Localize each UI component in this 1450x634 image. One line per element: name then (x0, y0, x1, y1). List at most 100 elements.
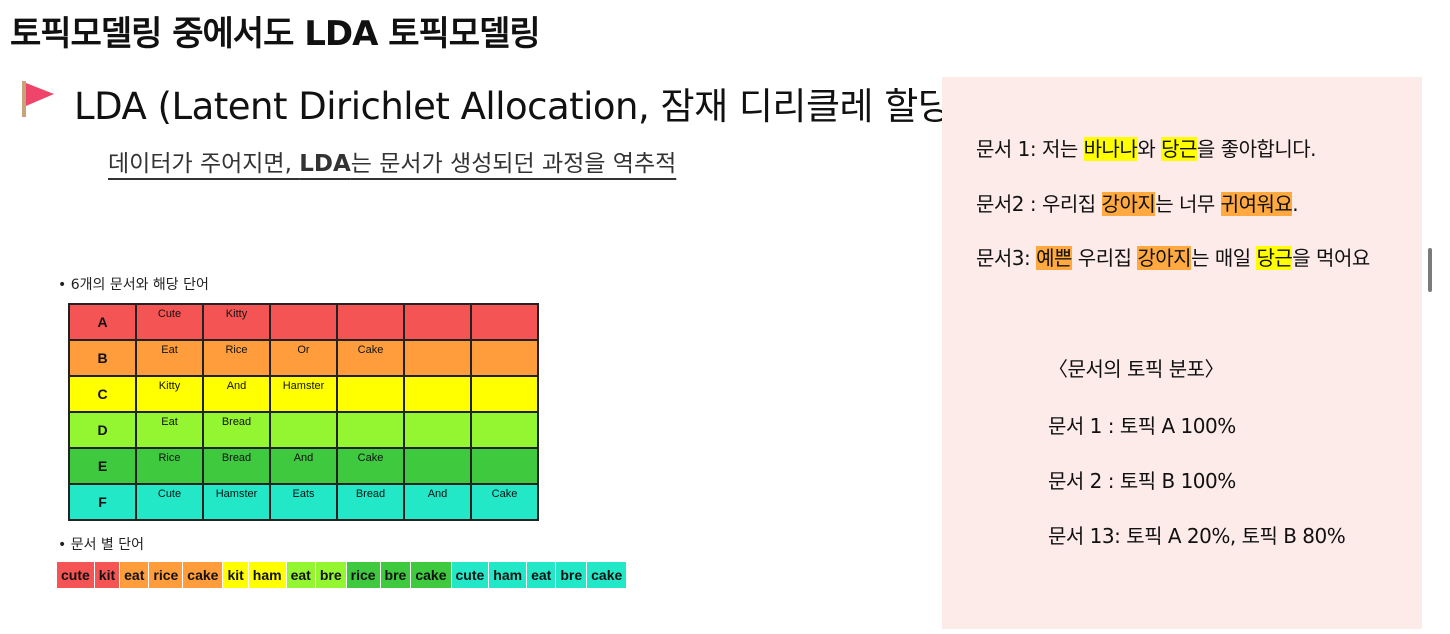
example-panel: 문서 1: 저는 바나나와 당근을 좋아합니다. 문서2 : 우리집 강아지는 너… (942, 77, 1422, 629)
strip-cell: bre (314, 561, 347, 589)
table-cell (403, 375, 472, 413)
table-cell: Rice (202, 339, 271, 377)
table-cell (336, 375, 405, 413)
table-cell (470, 411, 539, 449)
highlighted-word: 바나나 (1083, 137, 1138, 161)
strip-bullet: • 문서 별 단어 (58, 537, 145, 553)
table-cell (470, 375, 539, 413)
document-sentence: 문서2 : 우리집 강아지는 너무 귀여워요. (976, 188, 1299, 217)
table-cell: Bread (336, 483, 405, 521)
strip-cell: kit (222, 561, 249, 589)
table-row: E Rice Bread And Cake (68, 447, 539, 485)
table-row: F Cute Hamster Eats Bread And Cake (68, 483, 539, 521)
strip-cell: eat (526, 561, 557, 589)
table-cell: And (403, 483, 472, 521)
strip-cell: rice (148, 561, 184, 589)
table-cell: Eat (135, 339, 204, 377)
sentence-text: 문서 1: 저는 (976, 137, 1084, 161)
table-cell (336, 303, 405, 341)
sentence-text: 문서3: (976, 246, 1037, 270)
strip-cell: kit (93, 561, 121, 589)
highlighted-word: 당근 (1256, 246, 1293, 270)
subheading: 데이터가 주어지면, LDA는 문서가 생성되던 과정을 역추적 (108, 144, 676, 178)
table-cell: Kitty (202, 303, 271, 341)
sentence-text: 는 너무 (1155, 192, 1221, 216)
table-row: C Kitty And Hamster (68, 375, 539, 413)
row-label: A (68, 303, 137, 341)
page-title: 토픽모델링 중에서도 LDA 토픽모델링 (10, 14, 541, 54)
highlighted-word: 강아지 (1101, 192, 1156, 216)
table-cell: Eats (269, 483, 338, 521)
table-row: B Eat Rice Or Cake (68, 339, 539, 377)
table-cell: Eat (135, 411, 204, 449)
table-cell: Cute (135, 483, 204, 521)
distribution-line: 문서 2 : 토픽 B 100% (1048, 469, 1236, 493)
table-cell: Bread (202, 447, 271, 485)
distribution-title: 〈문서의 토픽 분포〉 (1048, 357, 1225, 381)
strip-cell: bre (379, 561, 412, 589)
sentence-text: 문서2 : 우리집 (976, 192, 1102, 216)
table-cell: Cake (336, 447, 405, 485)
scrollbar-thumb[interactable] (1428, 248, 1432, 292)
table-cell (403, 447, 472, 485)
sentence-text: 을 먹어요 (1292, 246, 1370, 270)
table-bullet: • 6개의 문서와 해당 단어 (58, 277, 209, 293)
row-label: C (68, 375, 137, 413)
flag-icon (22, 81, 54, 117)
strip-cell: cake (182, 561, 224, 589)
strip-cell: eat (285, 561, 316, 589)
strip-cell: cute (450, 561, 490, 589)
table-cell (403, 303, 472, 341)
distribution-line: 문서 13: 토픽 A 20%, 토픽 B 80% (1048, 524, 1346, 548)
table-cell: Cake (336, 339, 405, 377)
sentence-text: 는 매일 (1191, 246, 1257, 270)
strip-cell: bre (555, 561, 588, 589)
subheading-post: 는 문서가 생성되던 과정을 역추적 (350, 151, 677, 177)
lda-heading: LDA (Latent Dirichlet Allocation, 잠재 디리클… (74, 85, 966, 128)
document-word-table: A Cute Kitty B Eat Rice Or Cake C Kitty And Hamster… (68, 303, 539, 521)
distribution-line: 문서 1 : 토픽 A 100% (1048, 414, 1236, 438)
row-label: D (68, 411, 137, 449)
sentence-text: . (1292, 192, 1299, 216)
table-cell (470, 303, 539, 341)
table-cell (269, 303, 338, 341)
table-cell: Hamster (202, 483, 271, 521)
row-label: E (68, 447, 137, 485)
highlighted-word: 귀여워요 (1220, 192, 1293, 216)
document-sentence: 문서 1: 저는 바나나와 당근을 좋아합니다. (976, 133, 1317, 162)
subheading-pre: 데이터가 주어지면, (108, 151, 300, 177)
highlighted-word: 당근 (1161, 137, 1197, 161)
sentence-text: 우리집 (1071, 246, 1138, 270)
table-cell: Rice (135, 447, 204, 485)
row-label: F (68, 483, 137, 521)
row-label: B (68, 339, 137, 377)
strip-cell: ham (247, 561, 287, 589)
sentence-text: 을 좋아합니다. (1196, 137, 1317, 161)
highlighted-word: 강아지 (1137, 246, 1192, 270)
strip-cell: ham (488, 561, 528, 589)
sentence-text: 와 (1137, 137, 1162, 161)
table-cell: Or (269, 339, 338, 377)
strip-cell: eat (119, 561, 150, 589)
subheading-bold: LDA (299, 151, 351, 177)
table-cell (403, 339, 472, 377)
highlighted-word: 예쁜 (1036, 246, 1072, 270)
word-strip: cute kit eat rice cake kit ham eat bre rice bre cak… (56, 561, 628, 589)
table-cell (403, 411, 472, 449)
table-cell: And (202, 375, 271, 413)
table-row: D Eat Bread (68, 411, 539, 449)
table-cell (470, 447, 539, 485)
table-cell: Cute (135, 303, 204, 341)
strip-cell: rice (345, 561, 381, 589)
table-cell: And (269, 447, 338, 485)
table-cell (269, 411, 338, 449)
table-cell (470, 339, 539, 377)
table-cell: Bread (202, 411, 271, 449)
table-cell: Cake (470, 483, 539, 521)
document-sentence: 문서3: 예쁜 우리집 강아지는 매일 당근을 먹어요 (976, 242, 1370, 271)
strip-cell: cute (56, 561, 95, 589)
table-row: A Cute Kitty (68, 303, 539, 341)
strip-cell: cake (586, 561, 628, 589)
table-cell: Kitty (135, 375, 204, 413)
strip-cell: cake (410, 561, 452, 589)
